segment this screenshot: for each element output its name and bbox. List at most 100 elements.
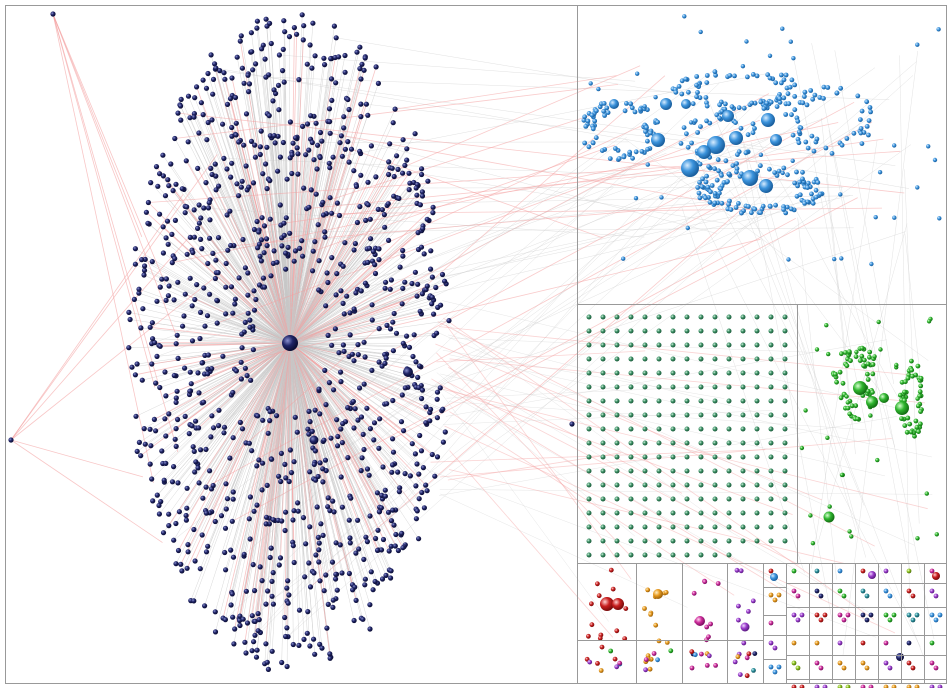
node <box>244 620 251 626</box>
node <box>883 588 889 594</box>
node <box>754 496 760 502</box>
node <box>822 684 828 688</box>
edge <box>185 342 291 516</box>
node <box>916 429 921 434</box>
edge <box>445 339 887 417</box>
node <box>782 398 788 404</box>
edge <box>289 313 422 344</box>
node <box>877 170 883 175</box>
node <box>792 82 798 88</box>
node <box>332 326 338 332</box>
node <box>283 250 289 256</box>
node <box>910 593 916 599</box>
node <box>434 389 441 395</box>
node <box>281 79 287 85</box>
node <box>329 255 335 261</box>
edge <box>244 215 644 555</box>
node <box>154 492 160 498</box>
node <box>656 356 662 362</box>
edge <box>438 332 915 546</box>
edge <box>186 342 291 489</box>
node <box>333 576 339 582</box>
node <box>805 180 811 186</box>
node <box>860 640 866 646</box>
node <box>864 665 870 671</box>
node <box>726 202 731 207</box>
node <box>166 183 172 189</box>
edge <box>203 207 645 238</box>
node <box>228 284 235 290</box>
node <box>358 288 364 294</box>
node <box>933 617 939 623</box>
node <box>725 179 730 184</box>
edge <box>448 354 932 458</box>
node <box>280 139 286 146</box>
edge <box>193 209 291 344</box>
node <box>320 532 326 539</box>
edge <box>177 112 905 194</box>
node <box>395 469 401 475</box>
node <box>173 181 179 187</box>
edge <box>289 342 378 584</box>
node <box>138 453 144 459</box>
node <box>689 140 694 146</box>
node <box>358 414 365 420</box>
node <box>587 659 593 665</box>
edge <box>289 342 442 411</box>
node <box>230 489 236 495</box>
edge <box>216 300 291 344</box>
node <box>208 52 214 58</box>
node <box>248 377 254 383</box>
node <box>699 651 704 657</box>
node <box>712 468 718 474</box>
node <box>782 496 788 502</box>
node <box>347 310 353 316</box>
node <box>139 257 145 263</box>
node <box>689 665 695 671</box>
node <box>270 570 276 576</box>
node <box>750 598 756 604</box>
node <box>797 192 803 198</box>
node <box>839 351 844 357</box>
edge <box>230 245 291 344</box>
node <box>355 517 361 523</box>
node <box>773 80 779 86</box>
node <box>172 135 178 142</box>
node <box>840 380 846 386</box>
node <box>421 251 427 257</box>
node <box>821 84 827 90</box>
node <box>185 542 191 548</box>
node <box>331 23 337 29</box>
node <box>664 640 670 645</box>
node <box>607 156 613 162</box>
node <box>656 328 662 334</box>
node <box>841 665 847 671</box>
node <box>866 132 871 138</box>
node <box>268 40 274 47</box>
node <box>929 588 935 594</box>
node <box>178 96 184 102</box>
node <box>686 89 691 95</box>
node <box>707 136 725 154</box>
node <box>281 18 287 24</box>
node <box>734 161 739 167</box>
edge <box>289 187 417 344</box>
node <box>347 332 353 338</box>
node <box>289 152 295 158</box>
node <box>670 314 676 320</box>
node <box>810 541 816 546</box>
node <box>642 384 648 390</box>
node <box>396 195 402 201</box>
node <box>229 160 235 166</box>
node <box>232 626 238 632</box>
edge <box>175 342 291 524</box>
node <box>165 293 171 299</box>
node <box>265 430 271 436</box>
node <box>303 152 309 158</box>
node <box>329 342 335 348</box>
edge <box>289 27 295 344</box>
edge <box>449 411 735 596</box>
node <box>174 332 180 338</box>
node <box>627 149 633 155</box>
node <box>726 482 732 488</box>
